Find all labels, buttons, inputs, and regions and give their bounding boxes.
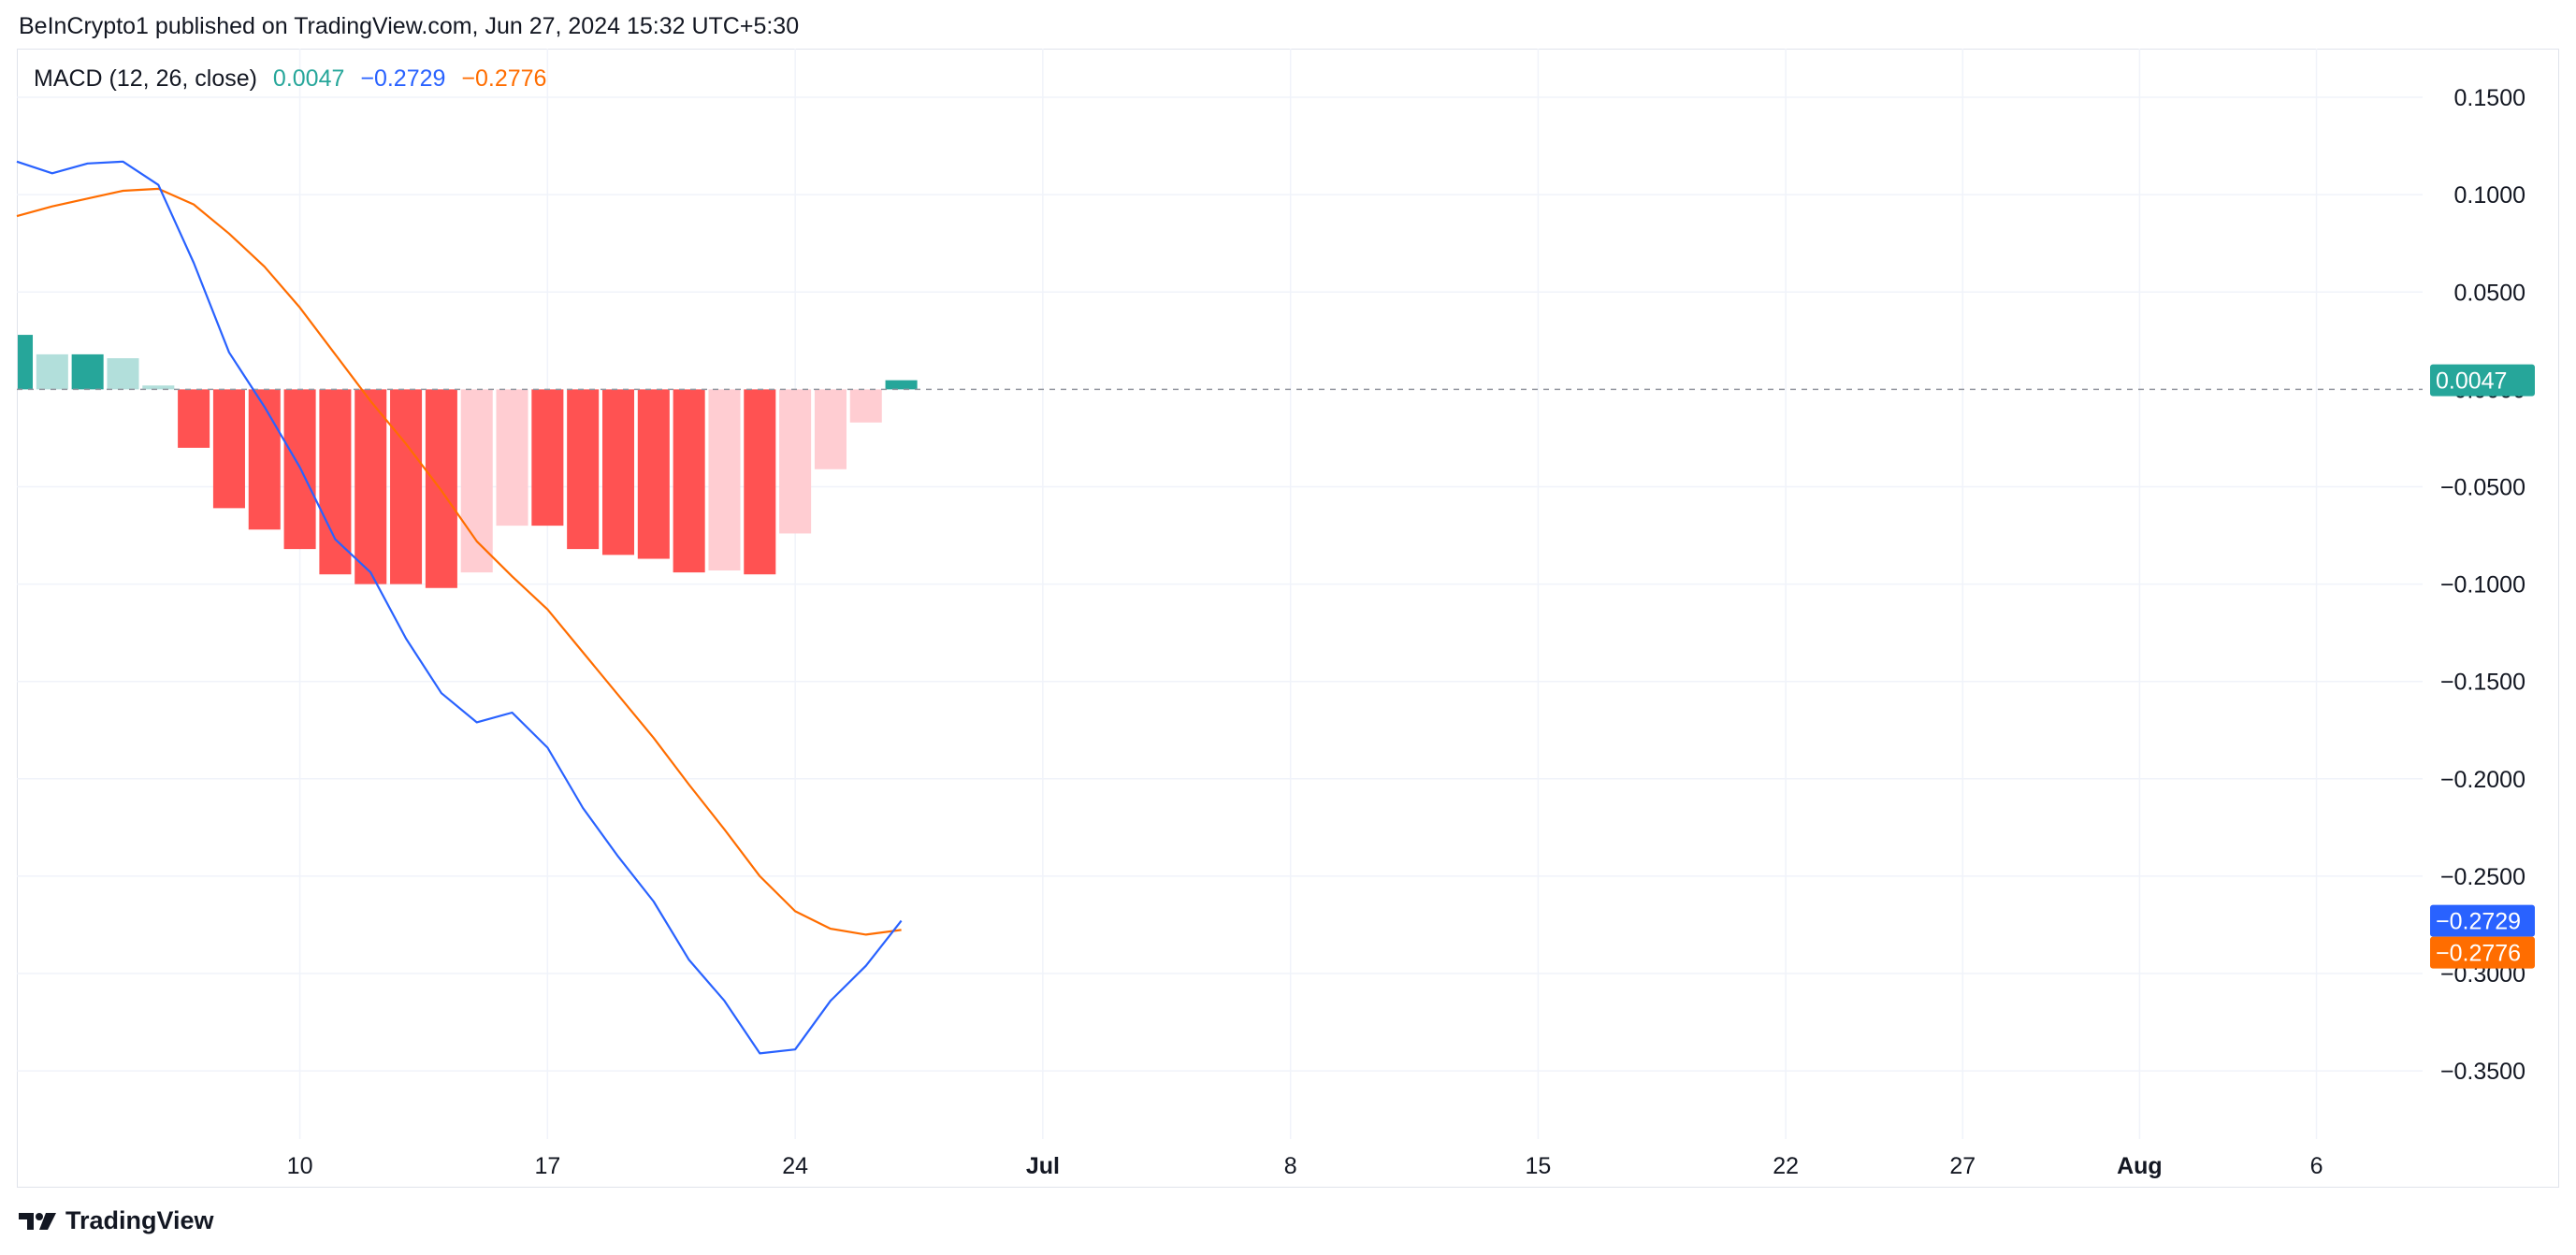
legend-histogram-value: 0.0047 [272, 65, 345, 92]
x-tick-label: 6 [2310, 1153, 2323, 1179]
x-tick-label: 15 [1526, 1153, 1552, 1179]
x-tick-label: 27 [1949, 1153, 1975, 1179]
histogram-bar [744, 389, 776, 575]
histogram-bar [885, 380, 918, 390]
y-tick-label: −0.1000 [2440, 572, 2525, 599]
last-value-label-bg [2430, 904, 2535, 937]
histogram-bar [496, 389, 528, 527]
histogram-bar [142, 385, 175, 390]
y-tick-label: 0.1500 [2454, 85, 2525, 111]
signal-line [16, 187, 902, 936]
histogram-bar [531, 389, 564, 527]
histogram-layer [18, 335, 918, 588]
tradingview-logo[interactable]: TradingView [17, 1206, 214, 1235]
histogram-bar [71, 353, 104, 390]
last-value-label-bg [2430, 364, 2535, 397]
histogram-bar [849, 389, 882, 423]
x-tick-label: Aug [2117, 1153, 2163, 1179]
histogram-bar [178, 389, 210, 448]
histogram-bar [637, 389, 670, 559]
histogram-bar [107, 358, 139, 390]
x-tick-label: 10 [287, 1153, 313, 1179]
macd-line [16, 160, 903, 1055]
histogram-bar [779, 389, 812, 534]
legend-macd-value: −0.2729 [360, 65, 446, 92]
legend-signal-value: −0.2776 [461, 65, 547, 92]
y-tick-label: 0.1000 [2454, 182, 2525, 209]
last-value-labels: 0.0047 −0.2729 −0.2776 [2430, 364, 2535, 969]
publish-attribution: BeInCrypto1 published on TradingView.com… [19, 13, 800, 39]
histogram-bar [212, 389, 245, 509]
y-tick-label: −0.2500 [2440, 864, 2525, 890]
y-tick-label: −0.2000 [2440, 767, 2525, 793]
x-tick-label: 22 [1773, 1153, 1799, 1179]
time-axis[interactable]: 10 17 24 Jul 8 15 22 27 Aug 6 [287, 1153, 2323, 1179]
histogram-bar [355, 389, 387, 584]
y-tick-label: −0.1500 [2440, 670, 2525, 696]
histogram-bar [36, 353, 68, 390]
x-tick-label: 8 [1284, 1153, 1297, 1179]
legend-indicator-name: MACD (12, 26, close) [34, 65, 257, 92]
lines-layer [16, 160, 903, 1055]
histogram-bar [567, 389, 600, 550]
last-value-label: −0.2729 [2436, 909, 2521, 935]
histogram-bar [18, 335, 34, 390]
tradingview-logo-icon [19, 1212, 56, 1230]
histogram-bar [673, 389, 705, 573]
histogram-bar [460, 389, 493, 573]
last-value-label: 0.0047 [2436, 368, 2507, 395]
histogram-bar [390, 389, 423, 584]
tradingview-logo-text: TradingView [65, 1206, 214, 1234]
histogram-bar [248, 389, 281, 530]
x-tick-label: 24 [782, 1153, 808, 1179]
indicator-legend[interactable]: MACD (12, 26, close) 0.0047 −0.2729 −0.2… [34, 65, 556, 93]
last-value-label: −0.2776 [2436, 941, 2521, 967]
histogram-bar [708, 389, 741, 571]
chart-frame [17, 49, 2559, 1188]
y-tick-label: 0.0500 [2454, 280, 2525, 306]
last-value-label-bg [2430, 936, 2535, 969]
x-tick-label: Jul [1026, 1153, 1060, 1179]
histogram-bar [814, 389, 847, 469]
histogram-bar [425, 389, 457, 588]
histogram-bar [601, 389, 635, 555]
x-tick-label: 17 [534, 1153, 560, 1179]
y-tick-label: −0.0500 [2440, 474, 2525, 500]
histogram-bar [319, 389, 352, 575]
y-tick-label: −0.3500 [2440, 1059, 2525, 1085]
grid-layer [17, 49, 2423, 1139]
